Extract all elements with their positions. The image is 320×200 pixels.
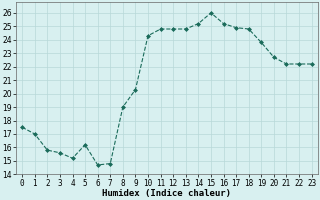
X-axis label: Humidex (Indice chaleur): Humidex (Indice chaleur) — [102, 189, 231, 198]
